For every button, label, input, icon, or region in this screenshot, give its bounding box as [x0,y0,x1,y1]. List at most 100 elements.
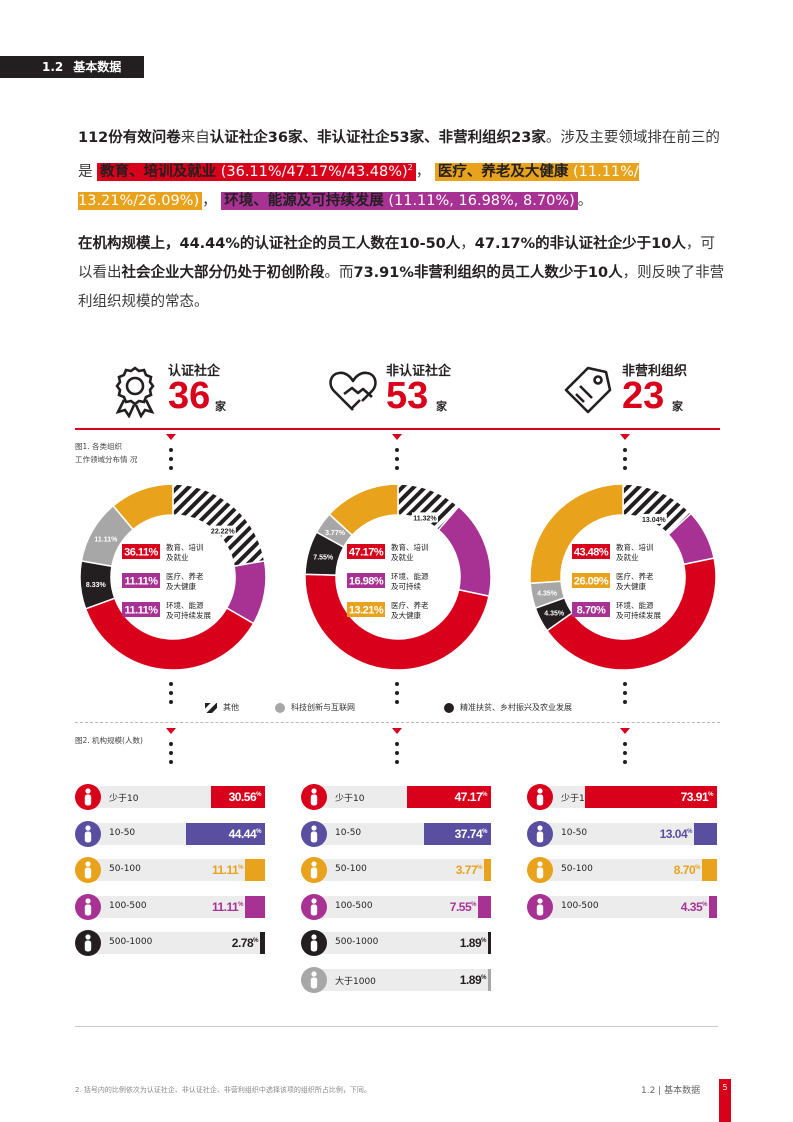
size-bar-row: 500-1000 1.89% [301,928,491,958]
bar-track [313,932,491,954]
bar-track [313,895,491,918]
section-number: 1.2 [42,60,64,74]
heart-hand-icon [326,364,380,418]
donut-slice-education [304,573,490,671]
dotted-connector [623,742,627,769]
highlight-education-values: (36.11%/47.17%/43.48%) [220,163,408,180]
bar-value-label: 44.44% [228,826,262,841]
legend-other: 其他 [205,702,239,713]
donut-slice-education [84,597,255,671]
bar-category-label: 50-100 [109,864,141,874]
person-icon [301,966,327,993]
bar-category-label: 10-50 [109,827,136,838]
center-label-line1: 教育、培训 [166,542,204,552]
center-value-bg [572,602,610,617]
center-label-line1: 医疗、养老 [616,571,654,581]
center-value: 13.21% [349,605,384,617]
page-section-ref: 1.2 | 基本数据 [641,1086,701,1096]
bar-value-label: 37.74% [454,826,488,841]
stat-label: 非认证社企 [386,364,452,379]
highlight-education-label: 教育、培训及就业 [100,163,217,180]
bar-category-label: 100-500 [335,900,373,911]
black-dot-icon [444,702,454,713]
size-bar-row: 500-1000 2.78% [75,928,265,958]
bar-value-label: 13.04% [659,826,693,841]
marker-triangle [620,728,630,734]
stat-number: 23 [622,375,665,417]
center-label-line2: 及就业 [616,552,639,562]
center-value: 36.11% [124,547,158,559]
highlight-health-label: 医疗、养老及大健康 [437,163,569,180]
dotted-connector [623,682,627,709]
dotted-connector [395,742,399,769]
center-value-bg [572,573,610,588]
bar-category-label: 500-1000 [335,937,379,947]
bar-category-label: 100-500 [109,900,147,911]
donut-chart-nonprofit: 13.04% 4.35% 4.35% 43.48% 教育、培训及就业 26.09% 医疗、养… [529,483,717,671]
slice-label-tech: 3.77% [325,530,346,537]
p2-e: ，可以看出 [78,235,715,281]
highlight-environment-label: 环境、能源及可持续发展 [224,192,384,209]
intro-paragraph-2: 在机构规模上，44.44%的认证社企的员工人数在10-50人，47.17%的非认… [78,230,728,317]
center-value: 43.48% [574,547,609,559]
slice-label-tech: 11.11% [94,536,118,543]
figure1-caption: 图1. 各类组织 工作领域分布情 况 [75,440,137,466]
intro-text-a: 来自 [180,130,210,146]
figure2-caption: 图2. 机构规模(人数) [75,736,143,745]
bar-value-label: 1.89% [459,972,487,987]
center-label-line1: 环境、能源 [166,600,204,610]
slice-label-poverty: 4.35% [544,611,565,618]
bar-fill [260,932,265,954]
donut-chart-uncertified: 11.32% 7.55% 3.77% 47.17% 教育、培训及就业 16.98% 环境、能… [304,483,492,671]
section-title: 基本数据 [73,60,122,74]
bar-value-label: 4.35% [680,899,708,914]
center-label-line1: 教育、培训 [391,542,429,552]
donut-slice-health [112,483,174,531]
bar-fill [488,932,491,954]
donut-slice-education [545,557,717,671]
bar-fill [245,895,265,918]
bar-track [539,822,717,845]
center-label-line1: 环境、能源 [616,600,654,610]
center-value-bg [347,573,385,588]
bar-fill [245,859,265,881]
stat-number: 53 [386,375,429,417]
person-icon [527,820,553,847]
footnote: 2. 括号内的比例依次为认证社企、非认证社企、非营利组织中选择该项的组织所占比例… [75,1086,371,1094]
slice-label-other: 11.32% [413,515,437,522]
center-label-line1: 环境、能源 [391,571,429,581]
size-bar-row: 10-50 13.04% [527,819,717,849]
footer-divider [75,1026,718,1027]
tag-icon [562,364,616,418]
donut-slice-health [529,483,624,585]
intro-bold-count: 112份有效问卷 [78,130,181,146]
bar-category-label: 50-100 [561,864,593,874]
bar-category-label: 少于10 [109,794,139,804]
bar-category-label: 大于1000 [335,976,376,987]
center-label-line2: 及大健康 [391,610,421,620]
bar-fill [709,895,717,918]
center-value-bg [572,544,610,559]
bar-value-label: 2.78% [231,936,259,950]
dotted-connector [169,682,173,709]
person-icon [75,857,101,883]
bar-fill [407,786,491,808]
bar-value-label: 47.17% [454,790,488,804]
bar-track [539,895,717,918]
center-value-bg [122,602,160,617]
slice-label-other: 22.22% [211,529,236,536]
marker-triangle [166,434,176,440]
donut-chart-certified: 22.22% 8.33% 11.11% 36.11% 教育、培训及就业 11.11% 医疗、… [79,483,267,671]
center-value-bg [347,602,385,617]
size-bar-row: 10-50 37.74% [301,819,491,849]
size-bar-row: 100-500 11.11% [75,892,265,922]
person-icon [75,784,101,810]
stat-unit: 家 [215,400,226,413]
person-icon [527,893,553,920]
slice-label-tech: 4.35% [537,591,558,598]
bar-value-label: 11.11% [211,863,244,877]
center-label-line1: 教育、培训 [616,542,654,552]
person-icon [301,784,327,810]
center-label-line2: 及可持续发展 [616,610,661,620]
bar-fill [694,822,717,845]
